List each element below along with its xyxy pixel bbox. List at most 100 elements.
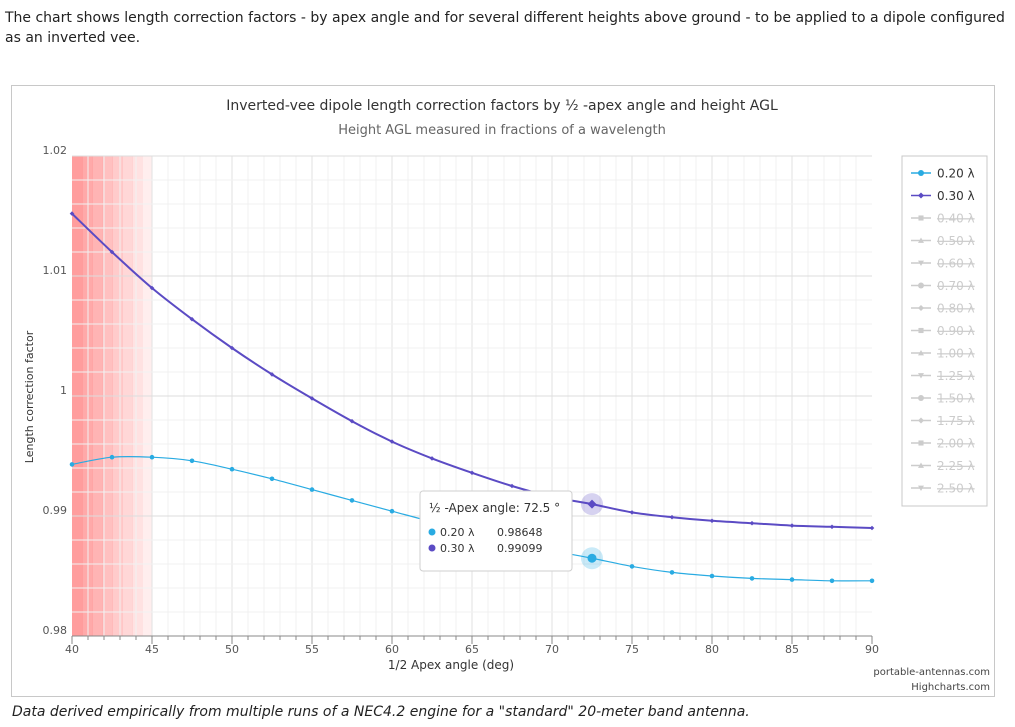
x-tick-label: 90 xyxy=(865,643,879,656)
chart-title: Inverted-vee dipole length correction fa… xyxy=(226,98,778,114)
legend: 0.20 λ 0.30 λ 0.40 λ 0.50 λ 0.60 λ 0.70 λ 0.80… xyxy=(901,155,988,507)
legend-item-label: 0.30 λ xyxy=(937,189,975,203)
legend-symbol-marker xyxy=(918,373,924,379)
data-point xyxy=(389,439,395,444)
tooltip-row-name: 0.30 λ xyxy=(440,542,475,555)
data-point xyxy=(629,510,635,515)
footnote: Data derived empirically from multiple r… xyxy=(12,704,750,720)
line-chart: Inverted-vee dipole length correction fa… xyxy=(23,98,990,693)
legend-item-label: 0.40 λ xyxy=(937,212,975,226)
x-tick-label: 40 xyxy=(65,643,79,656)
legend-symbol-marker xyxy=(918,395,924,401)
data-point xyxy=(229,466,235,472)
x-tick-label: 55 xyxy=(305,643,319,656)
data-point xyxy=(389,508,395,514)
x-tick-label: 85 xyxy=(785,643,799,656)
legend-symbol-marker xyxy=(918,237,924,243)
data-point xyxy=(749,576,755,581)
tooltip-row-marker xyxy=(428,544,436,552)
intro-text: The chart shows length correction factor… xyxy=(5,10,1005,46)
x-tick-label: 50 xyxy=(225,643,239,656)
tooltip-row-value: 0.98648 xyxy=(497,526,543,539)
data-point xyxy=(69,462,75,467)
data-point xyxy=(509,483,515,489)
x-tick-label: 60 xyxy=(385,643,399,656)
legend-item-label: 0.90 λ xyxy=(937,324,975,338)
x-axis-title: 1/2 Apex angle (deg) xyxy=(388,658,514,672)
data-point xyxy=(789,577,795,582)
x-tick-label: 45 xyxy=(145,643,159,656)
tooltip-row-value: 0.99099 xyxy=(497,542,543,555)
x-tick-label: 75 xyxy=(625,643,639,656)
y-tick-label: 0.99 xyxy=(43,504,68,517)
data-point xyxy=(629,564,635,569)
data-point xyxy=(829,524,835,530)
legend-symbol-marker xyxy=(918,305,924,311)
legend-symbol-marker xyxy=(918,417,924,424)
data-point xyxy=(189,458,195,464)
legend-item-label: 2.25 λ xyxy=(937,459,975,473)
data-point xyxy=(309,396,315,401)
legend-item-label: 2.50 λ xyxy=(937,482,975,496)
legend-item-label: 0.70 λ xyxy=(937,279,975,293)
legend-symbol-marker xyxy=(918,350,924,356)
data-point xyxy=(149,285,155,291)
y-tick-label: 0.98 xyxy=(43,624,68,637)
data-point xyxy=(269,476,275,482)
tooltip-header: ½ -Apex angle: 72.5 ° xyxy=(429,501,560,515)
legend-item-label: 1.50 λ xyxy=(937,392,975,406)
tooltip: ½ -Apex angle: 72.5 ° 0.20 λ 0.98648 0.3… xyxy=(419,490,573,572)
x-tick-label: 80 xyxy=(705,643,719,656)
data-point-highlighted xyxy=(587,499,597,509)
data-point xyxy=(829,578,835,584)
tooltip-row-marker xyxy=(428,528,436,536)
y-tick-label: 1.01 xyxy=(43,264,68,277)
grid-lines xyxy=(72,155,872,637)
legend-item-label: 2.00 λ xyxy=(937,437,975,451)
data-point xyxy=(869,578,875,584)
credit-text: Highcharts.com xyxy=(911,682,990,693)
legend-item-label: 1.00 λ xyxy=(937,347,975,361)
legend-symbol-marker xyxy=(918,260,924,266)
credit-text: portable-antennas.com xyxy=(873,667,990,678)
legend-item-label: 0.50 λ xyxy=(937,234,975,248)
data-point xyxy=(269,372,275,377)
data-point xyxy=(469,470,475,476)
data-point xyxy=(709,573,715,579)
tooltip-box xyxy=(419,490,573,572)
data-point xyxy=(309,487,315,492)
data-point xyxy=(349,498,355,503)
y-tick-label: 1.02 xyxy=(43,144,68,157)
legend-item-label: 0.60 λ xyxy=(937,257,975,271)
tooltip-row-name: 0.20 λ xyxy=(440,526,475,539)
data-point xyxy=(789,523,795,528)
axes: 40 45 50 55 60 65 70 75 80 85 90 0.98 0.99 1 1.01 1.02 xyxy=(43,144,880,656)
data-point xyxy=(109,249,115,255)
data-point xyxy=(189,316,195,322)
legend-symbol-marker xyxy=(918,327,924,334)
data-point xyxy=(69,211,75,216)
data-point xyxy=(709,518,715,524)
chart-container: Inverted-vee dipole length correction fa… xyxy=(11,85,995,697)
legend-symbol-marker xyxy=(918,462,924,468)
legend-item-label: 1.25 λ xyxy=(937,369,975,383)
y-axis-title: Length correction factor xyxy=(23,330,36,463)
data-point xyxy=(669,514,675,520)
legend-symbol-marker xyxy=(918,485,924,491)
chart-subtitle: Height AGL measured in fractions of a wa… xyxy=(338,123,666,138)
legend-symbol-marker xyxy=(918,215,924,221)
data-point xyxy=(149,454,155,460)
data-point xyxy=(869,525,875,531)
data-point xyxy=(229,345,235,351)
data-point-highlighted xyxy=(587,553,597,563)
x-tick-label: 70 xyxy=(545,643,559,656)
legend-item-label: 0.20 λ xyxy=(937,167,975,181)
legend-symbol-marker xyxy=(918,192,924,199)
data-point xyxy=(669,570,675,575)
legend-symbol-marker xyxy=(918,282,924,289)
x-tick-label: 65 xyxy=(465,643,479,656)
data-point xyxy=(109,454,115,460)
legend-item-label: 0.80 λ xyxy=(937,302,975,316)
data-point xyxy=(429,456,435,461)
legend-item-label: 1.75 λ xyxy=(937,414,975,428)
